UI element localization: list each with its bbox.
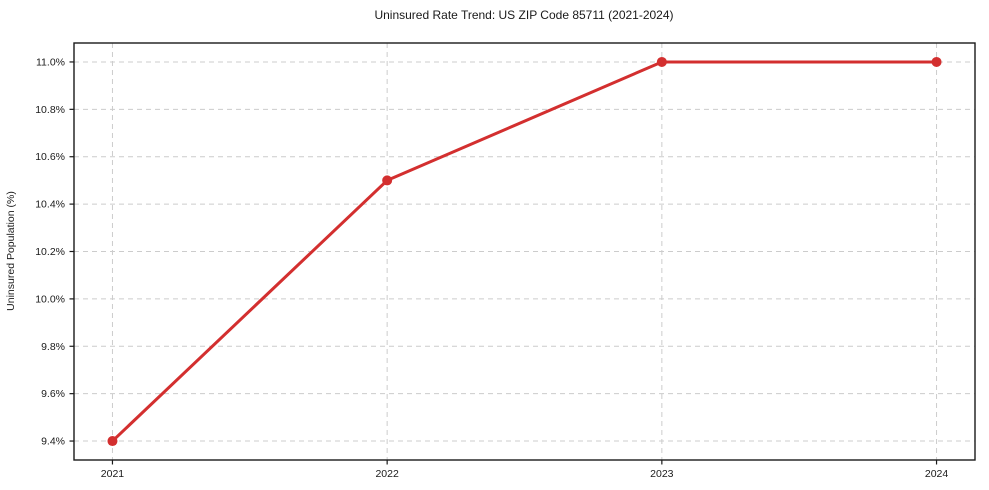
y-tick-label: 9.8% <box>41 341 65 353</box>
y-axis-label: Uninsured Population (%) <box>5 191 17 311</box>
y-tick-label: 10.6% <box>35 151 65 163</box>
x-tick-label: 2023 <box>650 468 674 480</box>
data-point-marker <box>107 436 118 447</box>
chart-title: Uninsured Rate Trend: US ZIP Code 85711 … <box>374 8 673 22</box>
data-point-marker <box>382 175 393 186</box>
x-tick-label: 2024 <box>925 468 949 480</box>
plot-area: 9.4% 9.6% 9.8% 10.0% 10.2% 10.4% 10.6% 10.8% 11.… <box>35 42 976 480</box>
trend-line <box>110 60 939 443</box>
x-tick-label: 2021 <box>101 468 125 480</box>
y-tick-label: 10.4% <box>35 199 65 211</box>
y-tick-label: 10.0% <box>35 293 65 305</box>
y-tick-label: 9.6% <box>41 388 65 400</box>
data-point-marker <box>656 56 667 67</box>
y-tick-label: 9.4% <box>41 436 65 448</box>
x-tick-label: 2022 <box>375 468 399 480</box>
data-point-marker <box>931 56 942 67</box>
y-tick-label: 11.0% <box>36 56 65 68</box>
y-tick-label: 10.8% <box>35 104 65 116</box>
y-tick-label: 10.2% <box>35 246 65 258</box>
